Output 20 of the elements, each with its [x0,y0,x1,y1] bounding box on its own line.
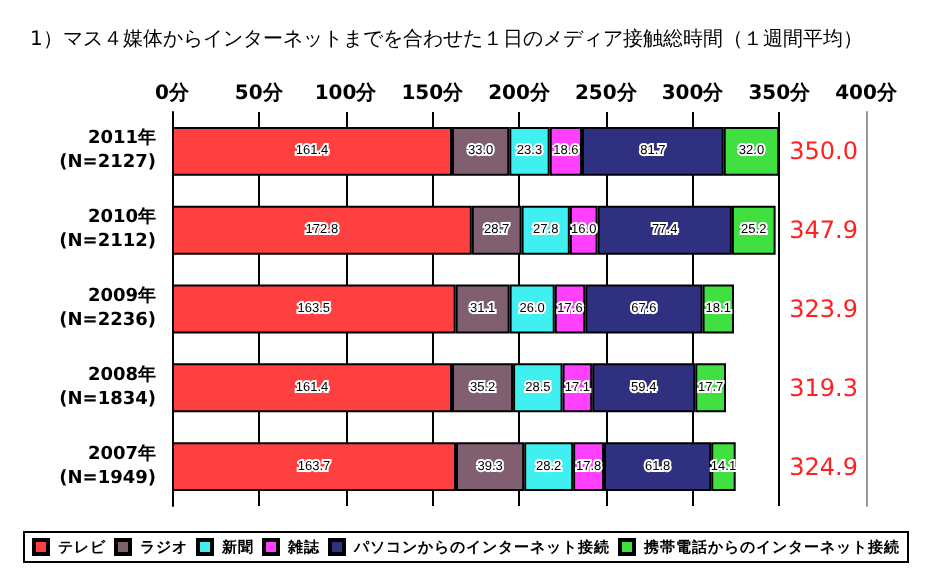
y-tick-label: 2010年 (N=2112) [59,206,156,253]
y-tick-label: 2007年 (N=1949) [59,442,156,489]
x-tick-label: 300分 [661,81,726,105]
chart-title: 1）マス４媒体からインターネットまでを合わせた１日のメディア接触総時間（１週間平均） [30,27,863,51]
y-tick-label: 2009年 (N=2236) [59,285,156,331]
y-tick-label: 2008年 (N=1834) [59,363,156,410]
x-tick-label: 400分 [835,81,899,105]
y-tick-label: 2011年 (N=2127) [59,127,156,174]
x-tick-label: 200分 [488,81,552,105]
x-tick-label: 350分 [748,81,813,105]
total-label: 350.0 [789,137,858,166]
x-tick-label: 250分 [574,81,639,105]
total-label: 323.9 [789,295,858,323]
total-label: 324.9 [789,452,858,481]
x-tick-label: 0分 [155,81,191,105]
x-tick-label: 150分 [401,81,466,105]
total-label: 319.3 [789,373,858,402]
x-tick-label: 50分 [234,81,285,105]
total-label: 347.9 [789,216,858,245]
x-tick-label: 100分 [314,81,379,105]
